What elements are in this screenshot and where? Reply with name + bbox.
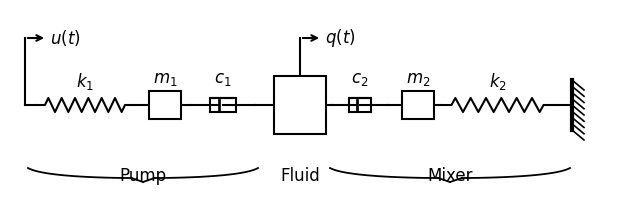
Text: $m_2$: $m_2$ [406,71,430,88]
Text: Pump: Pump [120,167,166,185]
Bar [149,91,181,119]
Text: $m_1$: $m_1$ [153,71,177,88]
Text: $c_2$: $c_2$ [351,71,369,88]
Bar [274,76,326,134]
Text: $k_2$: $k_2$ [488,71,506,92]
Text: $k_1$: $k_1$ [76,71,94,92]
Text: $q(t)$: $q(t)$ [325,27,356,49]
Text: $u(t)$: $u(t)$ [50,28,81,48]
Text: Mixer: Mixer [428,167,473,185]
Text: Fluid: Fluid [280,167,320,185]
Text: $c_1$: $c_1$ [214,71,231,88]
Bar [572,80,580,130]
Text: $m_f$: $m_f$ [288,97,312,114]
Bar [402,91,434,119]
